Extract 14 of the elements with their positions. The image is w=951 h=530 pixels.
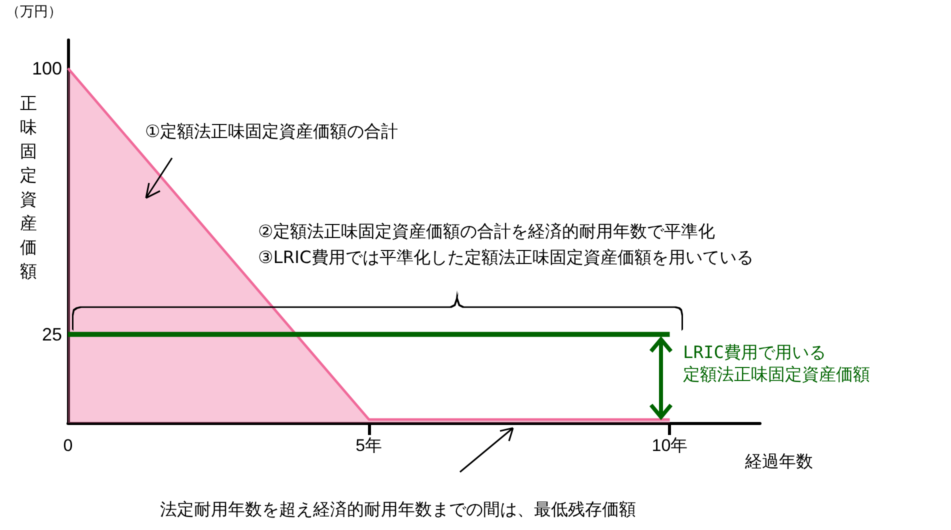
text: 法定耐用年数を超え経済的耐用年数までの間は、最低残存価額 xyxy=(160,500,636,522)
x-tick-label: 10年 xyxy=(652,436,688,455)
annotation: ①定額法正味固定資産価額の合計 xyxy=(145,122,398,144)
x-tick-label: 5年 xyxy=(356,436,382,455)
y-tick-label: 25 xyxy=(42,324,62,344)
annotation: LRIC費用で用いる xyxy=(683,343,826,364)
annotation: ②定額法正味固定資産価額の合計を経済的耐用年数で平準化 xyxy=(258,222,716,244)
annotation: ③LRIC費用では平準化した定額法正味固定資産価額を用いている xyxy=(258,248,754,270)
x-tick-label: 0 xyxy=(63,436,73,455)
annotation: 定額法正味固定資産価額 xyxy=(683,365,870,386)
x-axis-title: 経過年数 xyxy=(745,452,813,474)
text: （万円） xyxy=(6,4,62,22)
y-tick-label: 100 xyxy=(32,58,62,78)
y-axis-title: 正味固定資産価額 xyxy=(20,93,38,284)
